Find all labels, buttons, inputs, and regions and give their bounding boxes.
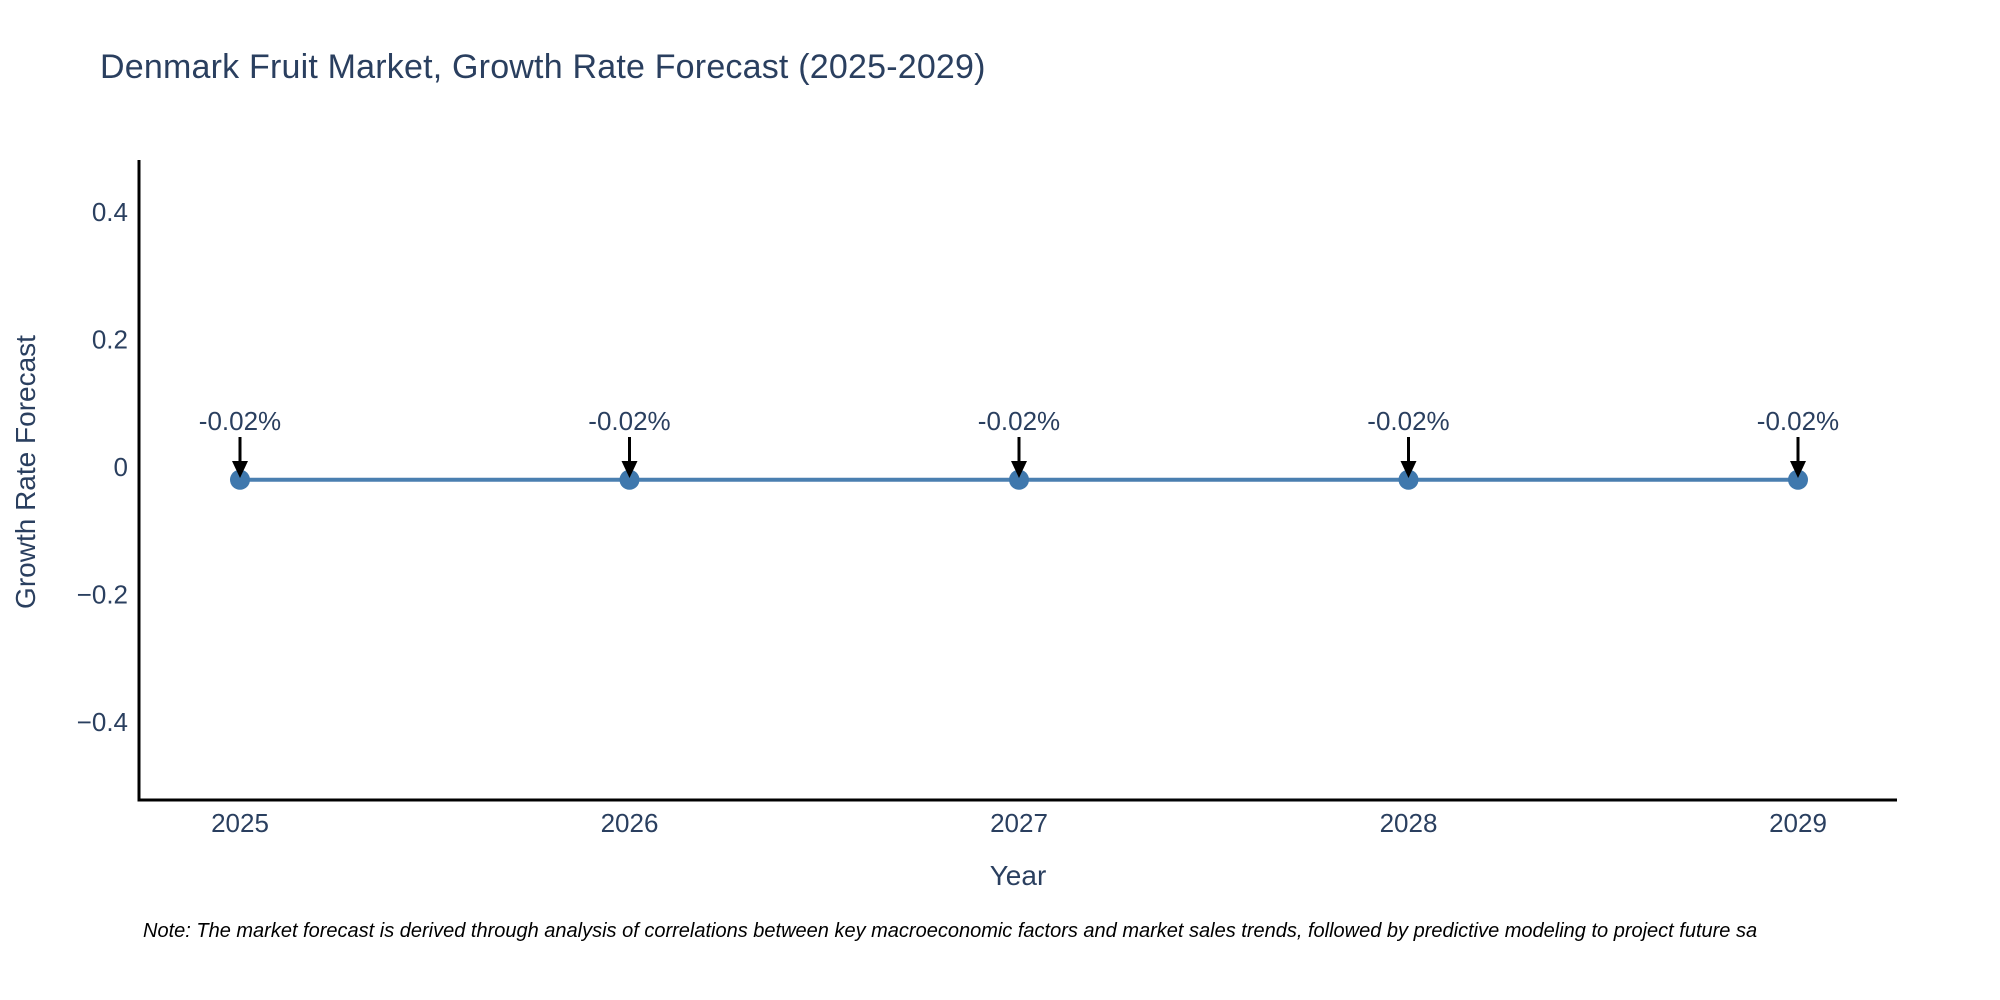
annotation-label: -0.02%	[1757, 406, 1839, 436]
annotation-label: -0.02%	[1367, 406, 1449, 436]
data-point-marker	[619, 469, 640, 490]
data-point-marker	[1398, 469, 1419, 490]
y-axis-title: Growth Rate Forecast	[10, 335, 41, 609]
y-tick-label: 0.4	[92, 197, 128, 227]
annotation-label: -0.02%	[588, 406, 670, 436]
x-tick-label: 2026	[601, 808, 659, 838]
y-tick-label: −0.2	[77, 580, 128, 610]
annotation-arrowhead-icon	[232, 461, 248, 478]
x-tick-label: 2025	[211, 808, 269, 838]
annotation-arrowhead-icon	[1400, 461, 1417, 478]
chart-title: Denmark Fruit Market, Growth Rate Foreca…	[100, 48, 986, 86]
annotation-arrowhead-icon	[1011, 461, 1027, 478]
y-tick-label: −0.4	[77, 707, 128, 737]
x-axis-title: Year	[990, 860, 1047, 891]
y-tick-label: 0	[114, 452, 128, 482]
annotation-label: -0.02%	[978, 406, 1060, 436]
annotation-arrowhead-icon	[621, 461, 638, 478]
x-tick-label: 2027	[990, 808, 1048, 838]
annotation-label: -0.02%	[199, 406, 281, 436]
chart-footnote: Note: The market forecast is derived thr…	[143, 920, 1758, 942]
y-tick-label: 0.2	[92, 325, 128, 355]
x-tick-label: 2029	[1769, 808, 1827, 838]
x-tick-label: 2028	[1380, 808, 1438, 838]
annotation-arrowhead-icon	[1790, 461, 1806, 478]
data-point-marker	[1788, 469, 1808, 490]
data-point-marker	[230, 469, 250, 490]
data-point-marker	[1009, 469, 1029, 490]
